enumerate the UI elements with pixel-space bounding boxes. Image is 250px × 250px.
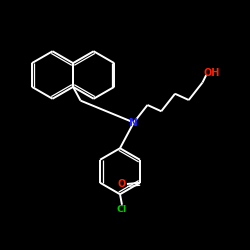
- Text: O: O: [118, 179, 126, 189]
- Text: OH: OH: [204, 68, 220, 78]
- Text: N: N: [130, 118, 138, 128]
- Text: Cl: Cl: [117, 205, 127, 214]
